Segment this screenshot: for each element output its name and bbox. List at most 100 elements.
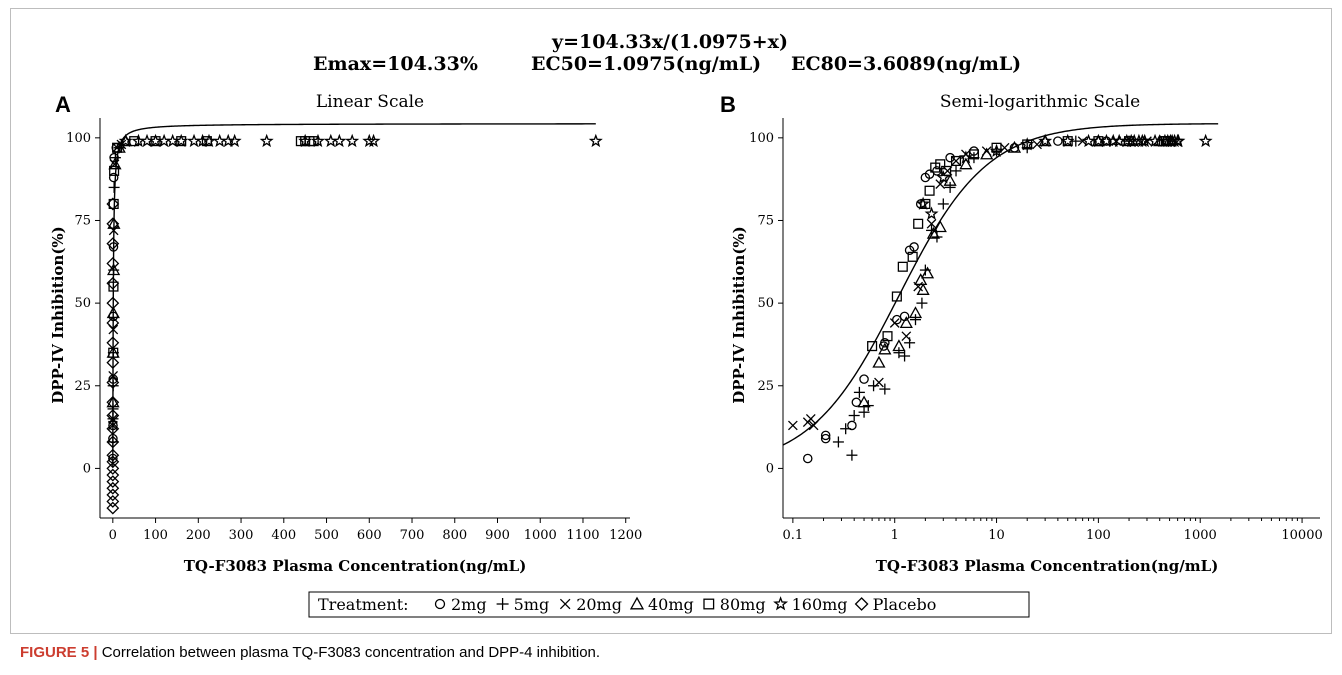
panel-a-point-star xyxy=(323,133,338,148)
panel-a-point-star xyxy=(298,133,313,148)
legend-symbol-square xyxy=(703,598,715,610)
panel-a: A Linear Scale TQ-F3083 Plasma Concentra… xyxy=(49,92,642,575)
panel-b-point-plus xyxy=(868,380,880,392)
panel-a-point-star xyxy=(588,133,603,148)
panel-a-point-square xyxy=(108,281,119,292)
panel-b-point-triangle xyxy=(899,316,913,329)
panel-b-point-plus xyxy=(848,410,860,422)
panel-b-point-circle xyxy=(892,314,902,325)
panel-a-xtick-label: 0 xyxy=(109,528,117,543)
panel-a-xtick-label: 500 xyxy=(314,528,339,543)
panel-a-ylabel: DPP-IV Inhibition(%) xyxy=(49,226,67,404)
panel-b-xtick-label: 1 xyxy=(891,528,899,543)
panel-a-point-circle xyxy=(108,172,119,183)
panel-b-ylabel: DPP-IV Inhibition(%) xyxy=(730,226,748,404)
panel-b-point-plus xyxy=(840,423,852,435)
panel-a-point-triangle xyxy=(106,263,121,276)
panel-a-point-diamond xyxy=(106,468,120,482)
legend-label: Placebo xyxy=(873,595,937,614)
panel-b-point-x xyxy=(1032,139,1042,150)
panel-b-point-plus xyxy=(916,297,928,309)
panel-b-point-plus xyxy=(899,350,911,362)
panel-b-point-plus xyxy=(846,449,858,461)
panel-b-point-star xyxy=(1198,133,1213,148)
panel-b-point-circle xyxy=(945,152,955,163)
panel-b-point-plus xyxy=(909,314,921,326)
panel-b-point-plus xyxy=(937,198,949,210)
panel-b-point-triangle xyxy=(878,342,892,355)
panel-a-point-plus xyxy=(107,436,119,448)
panel-a-point-star xyxy=(345,133,360,148)
panel-b-ytick-label: 50 xyxy=(757,296,774,311)
panel-b-point-x xyxy=(901,331,912,342)
panel-b-point-square xyxy=(968,149,980,160)
panel-b-point-square xyxy=(907,251,918,262)
panel-b-point-plus xyxy=(944,181,956,193)
panel-b: B Semi-logarithmic Scale TQ-F3083 Plasma… xyxy=(720,92,1323,575)
figure-caption: FIGURE 5 | Correlation between plasma TQ… xyxy=(20,644,600,661)
panel-b-point-triangle xyxy=(916,283,930,295)
panel-b-point-square xyxy=(913,218,924,229)
legend-box xyxy=(308,591,1030,618)
legend-label: 80mg xyxy=(720,595,766,614)
panel-a-point-diamond xyxy=(106,356,120,370)
panel-a-xtick-label: 600 xyxy=(357,528,382,543)
legend-symbol-diamond xyxy=(854,597,869,611)
panel-b-point-circle xyxy=(802,453,813,464)
panel-a-xtick-label: 700 xyxy=(400,528,425,543)
panel-b-point-star xyxy=(924,206,939,220)
panel-b-point-x xyxy=(808,420,819,431)
panel-a-ytick-label: 25 xyxy=(74,379,91,394)
panel-b-point-square xyxy=(882,331,893,342)
legend-symbol-circle xyxy=(434,598,446,610)
panel-a-point-x xyxy=(108,370,119,381)
panel-b-point-plus xyxy=(893,347,905,359)
figure-frame xyxy=(10,8,1332,634)
panel-a-point-x xyxy=(109,159,120,170)
panel-a-point-plus xyxy=(109,152,121,164)
ec80-label: EC80=3.6089(ng/mL) xyxy=(791,53,1021,75)
panel-a-point-diamond xyxy=(106,495,120,508)
panel-b-point-circle xyxy=(932,166,942,176)
panel-a-ytick-label: 100 xyxy=(66,131,91,146)
panel-a-point-diamond xyxy=(106,481,120,495)
panel-a-xtick-label: 300 xyxy=(229,528,254,543)
panel-a-ytick-label: 0 xyxy=(83,461,91,476)
caption-text: Correlation between plasma TQ-F3083 conc… xyxy=(101,644,601,661)
legend-symbol-plus xyxy=(496,598,509,610)
legend-label: 2mg xyxy=(451,595,487,614)
panel-a-point-star xyxy=(212,133,227,148)
panel-a-point-star xyxy=(187,133,202,148)
panel-b-point-circle xyxy=(820,430,831,441)
panel-b-point-circle xyxy=(880,338,890,348)
legend: Treatment: 2mg 5mg 20mg 40mg 80mg 160mg Placeb… xyxy=(308,591,1030,618)
panel-a-point-star xyxy=(362,133,377,148)
panel-a-point-star xyxy=(332,133,347,148)
panel-a-point-x xyxy=(108,413,118,424)
panel-a-point-square xyxy=(308,136,319,147)
panel-a-point-square xyxy=(108,347,119,358)
panel-b-point-star xyxy=(1171,133,1186,148)
panel-b-point-circle xyxy=(847,420,857,431)
panel-a-point-circle xyxy=(108,242,119,252)
panel-b-point-triangle xyxy=(857,395,871,408)
panel-a-point-plus xyxy=(107,403,119,415)
panel-b-point-square xyxy=(897,261,908,272)
panel-b-point-star xyxy=(1060,133,1075,148)
legend-title: Treatment: xyxy=(318,595,409,614)
panel-b-point-triangle xyxy=(920,266,935,279)
panel-b-point-plus xyxy=(879,383,891,395)
panel-a-point-triangle xyxy=(108,157,122,170)
panel-a-point-diamond xyxy=(106,475,120,489)
panel-b-point-x xyxy=(926,218,937,229)
panel-b-point-star xyxy=(1020,137,1035,151)
panel-b-point-square xyxy=(935,159,946,170)
legend-label: 20mg xyxy=(576,595,622,614)
panel-a-point-x xyxy=(108,225,119,236)
panel-b-xtick-label: 1000 xyxy=(1184,528,1217,543)
panel-a-point-square xyxy=(108,198,119,210)
panel-b-point-circle xyxy=(1053,136,1063,146)
panel-a-point-triangle xyxy=(106,306,120,319)
panel-a-xtick-label: 800 xyxy=(442,528,467,543)
